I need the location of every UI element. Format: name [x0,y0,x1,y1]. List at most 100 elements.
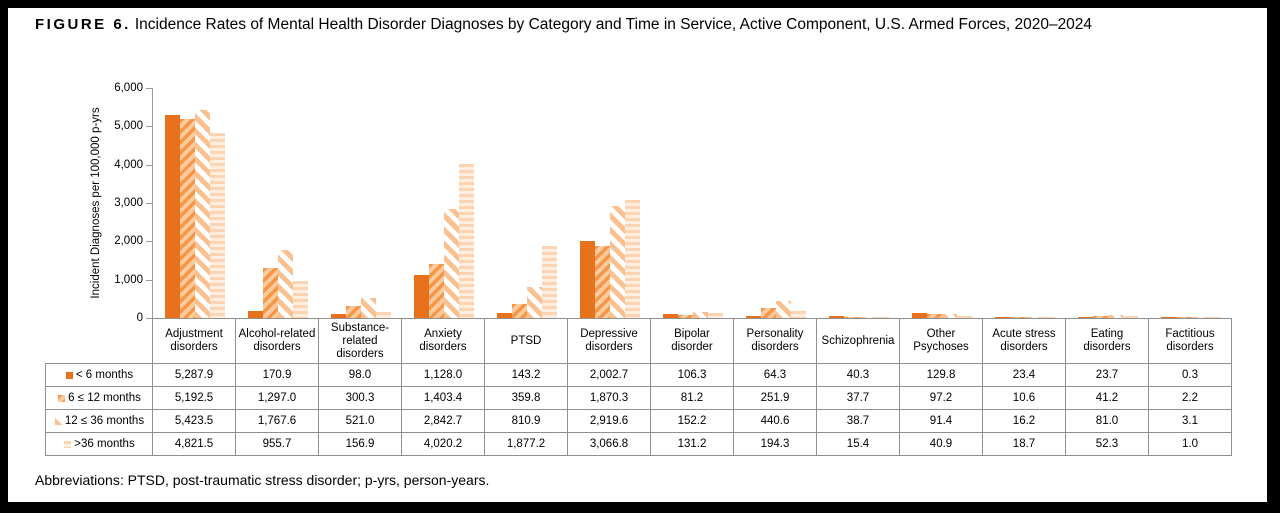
bar [1077,317,1093,318]
plot-area [152,88,1231,318]
value-cell: 81.0 [1065,409,1149,433]
y-axis-tick-label: 0 [136,312,143,324]
y-axis-tick-mark [146,318,152,319]
bar [330,314,346,318]
bar [375,312,391,318]
bar [443,209,459,318]
bar [179,119,195,318]
value-cell: 1,870.3 [567,386,651,410]
category-header-cell: Anxiety disorders [401,318,485,364]
bar [526,287,542,318]
category-header-cell: Other Psychoses [899,318,983,364]
table-row: 6 ≤ 12 months 5,192.5 1,297.0 300.3 1,403.4 3… [45,386,1232,410]
value-cell: 129.8 [899,363,983,387]
bar [790,311,806,318]
bar [624,200,640,318]
bar [760,308,776,318]
value-cell: 1.0 [1148,432,1232,456]
value-cell: 2,002.7 [567,363,651,387]
value-cell: 52.3 [1065,432,1149,456]
bar [164,115,180,318]
y-axis-tick-label: 4,000 [114,158,143,171]
value-cell: 1,767.6 [235,409,319,433]
bar [941,314,957,318]
bar [873,317,889,318]
value-cell: 143.2 [484,363,568,387]
value-cell: 23.7 [1065,363,1149,387]
value-cell: 131.2 [650,432,734,456]
value-cell: 91.4 [899,409,983,433]
value-cell: 521.0 [318,409,402,433]
data-table: Adjustment disorders Alcohol-related diso… [45,318,1232,456]
category-header-cell: Schizophrenia [816,318,900,364]
value-cell: 37.7 [816,386,900,410]
value-cell: 0.3 [1148,363,1232,387]
bar [247,311,263,318]
value-cell: 16.2 [982,409,1066,433]
value-cell: 97.2 [899,386,983,410]
value-cell: 5,287.9 [152,363,236,387]
table-row: < 6 months 5,287.9 170.9 98.0 1,128.0 143.2 2,… [45,363,1232,387]
legend-cell: >36 months [45,432,153,456]
bar [428,264,444,318]
table-corner-blank [46,319,153,364]
bar [1190,317,1206,318]
footnote: Abbreviations: PTSD, post-traumatic stre… [35,472,490,488]
bar [1160,317,1176,318]
value-cell: 170.9 [235,363,319,387]
bar [1122,316,1138,318]
bar [1205,317,1221,318]
value-cell: 64.3 [733,363,817,387]
category-header-cell: Adjustment disorders [152,318,236,364]
category-header-cell: Factitious disorders [1148,318,1232,364]
category-header-cell: PTSD [484,318,568,364]
bar [262,268,278,318]
value-cell: 5,423.5 [152,409,236,433]
category-header-cell: Personality disorders [733,318,817,364]
bar [496,313,512,318]
category-header-cell: Bipolar disorder [650,318,734,364]
bar [956,316,972,318]
value-cell: 1,877.2 [484,432,568,456]
value-cell: 40.9 [899,432,983,456]
value-cell: 41.2 [1065,386,1149,410]
value-cell: 106.3 [650,363,734,387]
y-axis-tick-label: 6,000 [114,82,143,94]
category-header-cell: Alcohol-related disorders [235,318,319,364]
legend-swatch-icon [54,418,62,425]
value-cell: 38.7 [816,409,900,433]
value-cell: 81.2 [650,386,734,410]
bar [677,315,693,318]
value-cell: 810.9 [484,409,568,433]
value-cell: 23.4 [982,363,1066,387]
value-cell: 18.7 [982,432,1066,456]
y-axis-tick-mark [146,241,152,242]
bar [1092,316,1108,318]
value-cell: 4,020.2 [401,432,485,456]
value-cell: 3,066.8 [567,432,651,456]
bar [828,316,844,318]
bar [843,317,859,318]
value-cell: 194.3 [733,432,817,456]
bar [458,164,474,318]
bar [194,110,210,318]
bar [1039,317,1055,318]
figure-number-label: FIGURE 6. [35,16,131,33]
bar [277,250,293,318]
table-row: 12 ≤ 36 months 5,423.5 1,767.6 521.0 2,842.7… [45,409,1232,433]
value-cell: 2,919.6 [567,409,651,433]
bar [662,314,678,318]
value-cell: 40.3 [816,363,900,387]
y-axis-tick-mark [146,203,152,204]
bar [609,206,625,318]
value-cell: 15.4 [816,432,900,456]
bar [360,298,376,318]
bar [292,281,308,318]
value-cell: 955.7 [235,432,319,456]
value-cell: 5,192.5 [152,386,236,410]
y-axis-tick-label: 2,000 [114,235,143,248]
bar [775,301,791,318]
category-header-cell: Eating disorders [1065,318,1149,364]
bar [926,314,942,318]
